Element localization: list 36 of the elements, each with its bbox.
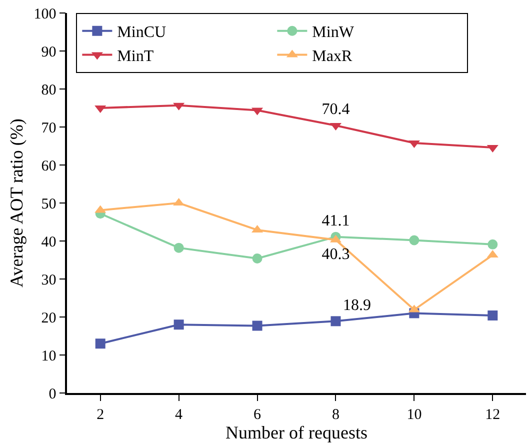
x-tick-label: 8 [332, 406, 340, 423]
y-tick-label: 90 [41, 44, 56, 60]
point [330, 316, 341, 326]
y-tick-label: 30 [41, 272, 56, 288]
x-tick-label: 10 [406, 406, 422, 423]
y-tick-label: 20 [41, 310, 56, 326]
legend-label: MaxR [312, 48, 353, 65]
y-tick-label: 70 [41, 120, 56, 136]
y-tick-label: 40 [41, 234, 56, 250]
x-tick-label: 2 [96, 406, 104, 423]
x-tick-label: 6 [254, 406, 262, 423]
y-tick-label: 50 [41, 196, 56, 212]
x-tick-label: 4 [175, 406, 184, 423]
data-label: 41.1 [322, 212, 350, 230]
point [488, 310, 498, 320]
y-tick-label: 0 [48, 386, 56, 402]
point [174, 242, 184, 253]
legend-label: MinCU [117, 24, 167, 42]
point [252, 320, 262, 331]
point [95, 338, 106, 349]
data-label: 70.4 [322, 101, 350, 118]
y-tick-label: 60 [41, 158, 56, 174]
y-tick-label: 10 [41, 348, 56, 364]
legend-label: MinW [312, 24, 355, 42]
legend-label: MinT [117, 48, 154, 65]
y-axis-title: Average AOT ratio (%) [6, 118, 26, 288]
y-tick-label: 80 [41, 82, 56, 98]
point [488, 239, 498, 250]
x-axis-title: Number of requests [226, 422, 368, 443]
point [409, 235, 420, 246]
point [174, 320, 184, 330]
y-tick-label: 100 [34, 6, 56, 22]
point [252, 253, 262, 264]
data-label: 18.9 [342, 296, 371, 314]
x-tick-label: 12 [485, 406, 500, 423]
data-label: 40.3 [322, 246, 350, 264]
